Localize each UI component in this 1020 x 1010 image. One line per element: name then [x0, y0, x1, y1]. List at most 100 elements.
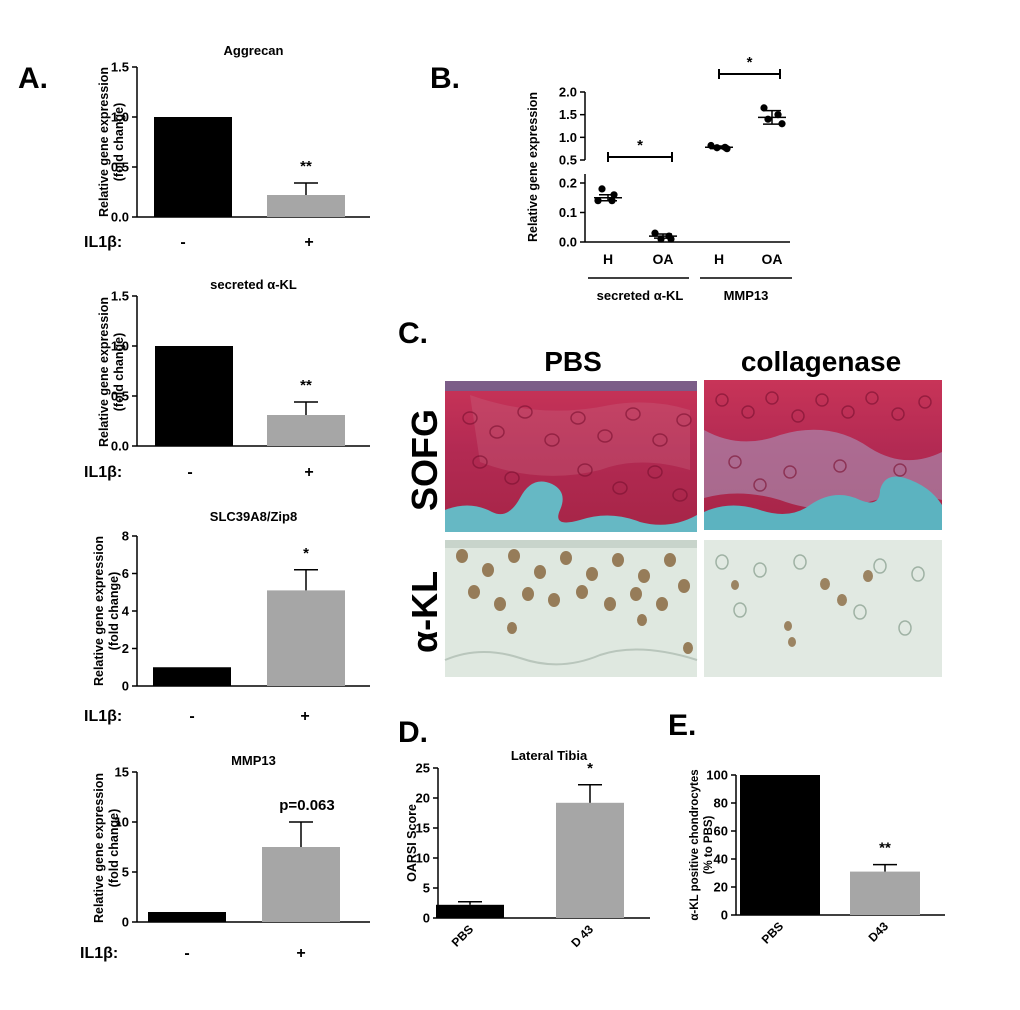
- y-axis-label-line2: (fold change): [112, 333, 126, 411]
- y-axis-label-line1: α-KL positive chondrocytes: [689, 769, 701, 920]
- treatment-row-a2: IL1β: - +: [84, 464, 314, 481]
- y-tick-label: 0.0: [559, 235, 577, 250]
- y-tick-label: 8: [122, 529, 129, 544]
- bar-: [154, 117, 232, 217]
- chart-title: secreted α-KL: [210, 277, 297, 292]
- y-tick-label: 0.5: [111, 389, 129, 404]
- bar-d43: [556, 802, 624, 918]
- y-tick-label: 0: [122, 679, 129, 694]
- chart-title: SLC39A8/Zip8: [210, 509, 297, 524]
- y-tick-label: 100: [706, 768, 728, 783]
- y-tick-label: 4: [122, 604, 130, 619]
- category-minus: -: [184, 945, 189, 962]
- y-tick-label: 1.0: [559, 130, 577, 145]
- bar-pbs: [740, 775, 820, 915]
- y-tick-label: 0.0: [111, 439, 129, 454]
- y-tick-label: 0.1: [559, 205, 577, 220]
- panel-label-c: C.: [398, 317, 428, 350]
- chart-d: 0 5 10 15 20 25 Lateral Tibia OARSI Score PBS D 4…: [405, 748, 650, 950]
- x-category-label: D43: [866, 919, 892, 945]
- treatment-label: IL1β:: [84, 708, 122, 725]
- row-label-sofg: SOFG: [404, 409, 445, 511]
- y-axis-label-line2: (fold change): [112, 103, 126, 181]
- y-tick-label: 1.5: [111, 60, 129, 75]
- category-minus: -: [180, 234, 185, 251]
- y-tick-label: 0: [423, 911, 430, 926]
- ihc-collagenase-image: [704, 540, 942, 677]
- column-label-pbs: PBS: [544, 346, 602, 377]
- treatment-label: IL1β:: [80, 945, 118, 962]
- data-point: [774, 111, 782, 119]
- y-tick-label: 0.5: [559, 153, 577, 168]
- y-tick-label: 0.0: [111, 210, 129, 225]
- bar-: [148, 912, 226, 922]
- x-category-label: D 43: [568, 922, 596, 950]
- y-tick-label: 40: [714, 852, 728, 867]
- category-plus: +: [304, 464, 313, 481]
- data-point: [667, 235, 675, 243]
- significance-marker: **: [300, 158, 312, 175]
- y-tick-label: 10: [416, 851, 430, 866]
- y-axis-label: OARSI Score: [405, 804, 419, 882]
- group-label: MMP13: [724, 288, 769, 303]
- bar-pbs: [436, 904, 504, 918]
- y-tick-label: 1.5: [111, 289, 129, 304]
- treatment-row-a4: IL1β: - +: [80, 945, 306, 962]
- y-tick-label: 0: [721, 908, 728, 923]
- x-category-label: OA: [762, 251, 783, 267]
- significance-marker: *: [637, 137, 643, 154]
- significance-marker: *: [747, 54, 753, 71]
- y-tick-label: 5: [423, 881, 430, 896]
- treatment-row-a3: IL1β: - +: [84, 708, 310, 725]
- chart-a4: 0 5 10 15 MMP13 Relative gene expression(fold…: [92, 753, 370, 930]
- y-tick-label: 0.5: [111, 160, 129, 175]
- y-axis-label-line1: Relative gene expression: [97, 67, 111, 217]
- x-category-label: PBS: [759, 919, 786, 946]
- y-tick-label: 80: [714, 796, 728, 811]
- panel-c-histology: PBS collagenase SOFG α-KL: [404, 346, 942, 677]
- x-category-label: H: [603, 251, 613, 267]
- y-tick-label: 1.5: [559, 107, 577, 122]
- y-axis-label: Relative gene expression(fold change): [97, 67, 126, 217]
- y-tick-label: 2: [122, 641, 129, 656]
- x-category-label: H: [714, 251, 724, 267]
- y-tick-label: 6: [122, 566, 129, 581]
- category-plus: +: [296, 945, 305, 962]
- y-axis-label: α-KL positive chondrocytes (% to PBS): [689, 769, 715, 920]
- category-minus: -: [189, 708, 194, 725]
- y-tick-label: 60: [714, 824, 728, 839]
- significance-marker: *: [303, 545, 309, 562]
- panel-label-e: E.: [668, 709, 696, 742]
- chart-a2: 0.0 0.5 1.0 1.5 secreted α-KL Relative gene e…: [97, 277, 370, 454]
- y-axis-label: Relative gene expression(fold change): [92, 536, 121, 686]
- y-tick-label: 25: [416, 761, 430, 776]
- y-tick-label: 15: [115, 765, 129, 780]
- treatment-label: IL1β:: [84, 464, 122, 481]
- y-tick-label: 1.0: [111, 339, 129, 354]
- bar-: [262, 847, 340, 922]
- y-tick-label: 10: [115, 815, 129, 830]
- chart-title: Aggrecan: [224, 43, 284, 58]
- y-axis-label-line2: (% to PBS): [703, 815, 715, 874]
- y-axis-label-line1: Relative gene expression: [92, 536, 106, 686]
- y-tick-label: 20: [714, 880, 728, 895]
- treatment-row-a1: IL1β: - +: [84, 234, 314, 251]
- data-point: [760, 104, 768, 112]
- significance-marker: **: [300, 377, 312, 394]
- chart-a3: 0 2 4 6 8 SLC39A8/Zip8 Relative gene expressio…: [92, 509, 370, 694]
- category-plus: +: [300, 708, 309, 725]
- chart-title: MMP13: [231, 753, 276, 768]
- bar-d43: [850, 871, 920, 915]
- y-tick-label: 2.0: [559, 85, 577, 100]
- significance-marker: p=0.063: [279, 797, 334, 814]
- bar-: [267, 195, 345, 217]
- y-axis-label-line2: (fold change): [107, 809, 121, 887]
- bar-: [155, 346, 233, 446]
- significance-marker: *: [587, 760, 593, 777]
- chart-a1: 0.0 0.5 1.0 1.5 Aggrecan Relative gene expres…: [97, 43, 370, 225]
- y-tick-label: 1.0: [111, 110, 129, 125]
- data-point: [598, 185, 606, 193]
- chart-b: 0.0 0.1 0.2 0.5 1.0 1.5 2.0 Relative gene expre…: [526, 54, 792, 303]
- panel-label-d: D.: [398, 716, 428, 749]
